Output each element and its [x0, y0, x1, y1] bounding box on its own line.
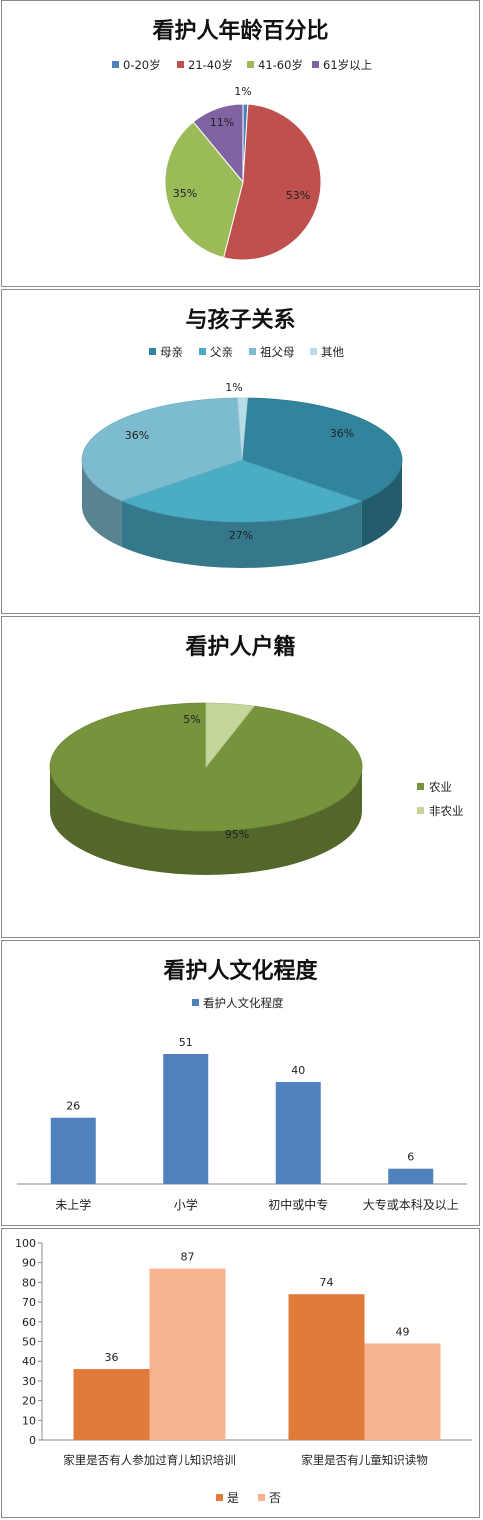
- chart-household-title: 看护人户籍: [185, 634, 296, 660]
- pie-slice-3: [192, 103, 244, 184]
- pie-slice-2: [164, 121, 244, 259]
- pie-slice-1: [222, 103, 322, 261]
- x-tick-0: 家里是否有人参加过育儿知识培训: [63, 1453, 236, 1467]
- data-label-3: 1%: [225, 381, 242, 394]
- x-tick-1: 家里是否有儿童知识读物: [301, 1453, 428, 1467]
- data-label-1-0: 74: [320, 1276, 334, 1289]
- chart-relation-title: 与孩子关系: [185, 307, 296, 333]
- legend-swatch-1: [417, 807, 424, 814]
- data-label-2: 40: [291, 1064, 305, 1077]
- pie-slice-1: [120, 459, 363, 523]
- legend-label-1: 否: [269, 1491, 281, 1505]
- legend-swatch-3: [310, 348, 317, 355]
- y-tick-4: 40: [22, 1355, 36, 1368]
- y-tick-8: 80: [22, 1276, 36, 1289]
- bar-3: [388, 1168, 434, 1184]
- legend-label-0: 母亲: [160, 345, 183, 359]
- legend-swatch-3: [312, 61, 319, 68]
- legend-label-1: 非农业: [429, 804, 464, 818]
- x-tick-0: 未上学: [55, 1197, 91, 1212]
- y-tick-9: 90: [22, 1257, 36, 1270]
- legend-label-0: 农业: [429, 780, 452, 794]
- y-tick-2: 20: [22, 1395, 36, 1408]
- data-label-2: 35%: [173, 187, 197, 200]
- chart-training-svg: 0 10 20 30 40 50 60 70 80 90 100 36 87 家里是否有人参加过育儿知识培…: [15, 1237, 472, 1505]
- legend-swatch-2: [249, 348, 256, 355]
- data-label-1: 27%: [229, 529, 253, 542]
- y-tick-0: 0: [29, 1434, 36, 1447]
- data-label-1: 5%: [183, 713, 200, 726]
- data-label-0: 26: [66, 1100, 80, 1113]
- legend-label-3: 其他: [321, 345, 344, 359]
- x-tick-3: 大专或本科及以上: [363, 1197, 459, 1212]
- legend-swatch-1: [258, 1494, 265, 1501]
- legend-swatch-0: [417, 783, 424, 790]
- x-tick-1: 小学: [174, 1197, 198, 1212]
- data-label-0: 36%: [330, 427, 354, 440]
- bar-1: [163, 1054, 209, 1184]
- legend-swatch-0: [112, 61, 119, 68]
- pie-slice-2: [81, 397, 243, 502]
- data-label-0-0: 36: [105, 1351, 119, 1364]
- legend-label-1: 父亲: [210, 345, 233, 359]
- legend-swatch-0: [192, 999, 199, 1006]
- legend-label-2: 41-60岁: [258, 58, 303, 72]
- data-label-3: 6: [407, 1151, 414, 1164]
- data-label-0: 95%: [225, 828, 249, 841]
- legend-swatch-2: [247, 61, 254, 68]
- chart-age-svg: 0-20岁 21-40岁 41-60岁 61岁以上 1% 53% 35% 11%: [112, 58, 372, 261]
- legend-label-3: 61岁以上: [323, 58, 372, 72]
- legend-swatch-0: [216, 1494, 223, 1501]
- pie-slice-0: [241, 397, 403, 502]
- bar-2: [275, 1082, 321, 1184]
- chart-education-svg: 看护人文化程度 26 未上学 51 小学 40 初中或中专 6 大专或本科及以上: [17, 996, 467, 1212]
- legend-label-0: 是: [227, 1491, 239, 1505]
- chart-relation-svg: 母亲 父亲 祖父母 其他 36% 27% 36% 1%: [81, 345, 403, 568]
- chart-education-panel: 看护人文化程度 看护人文化程度 26 未上学 51 小学 40 初中或中专 6 大专或本科及以上: [1, 940, 480, 1226]
- chart-training-panel: 0 10 20 30 40 50 60 70 80 90 100 36 87 家里是否有人参加过育儿知识培…: [1, 1228, 480, 1518]
- chart-age-title: 看护人年龄百分比: [152, 18, 329, 44]
- legend-label-0: 0-20岁: [123, 58, 161, 72]
- y-tick-6: 60: [22, 1316, 36, 1329]
- y-tick-1: 10: [22, 1414, 36, 1427]
- legend-label-1: 21-40岁: [188, 58, 233, 72]
- x-tick-2: 初中或中专: [268, 1197, 328, 1212]
- bar-1-1: [364, 1343, 441, 1440]
- data-label-0-1: 87: [181, 1251, 195, 1264]
- legend-swatch-0: [149, 348, 156, 355]
- chart-education-title: 看护人文化程度: [163, 958, 318, 984]
- data-label-1: 53%: [286, 189, 310, 202]
- y-tick-3: 30: [22, 1375, 36, 1388]
- chart-household-panel: 看护人户籍 95% 5% 农业非农业: [1, 616, 480, 938]
- chart-relation-panel: 与孩子关系 母亲 父亲 祖父母 其他 36% 27% 36% 1%: [1, 289, 480, 614]
- data-label-1-1: 49: [396, 1325, 410, 1338]
- chart-age-panel: 看护人年龄百分比 0-20岁 21-40岁 41-60岁 61岁以上 1% 53% 35% 1…: [1, 0, 480, 287]
- pie-slice-1: [205, 702, 255, 769]
- pie-slice-3: [237, 397, 249, 461]
- legend-swatch-1: [177, 61, 184, 68]
- legend-label-0: 看护人文化程度: [203, 996, 284, 1010]
- data-label-2: 36%: [125, 429, 149, 442]
- data-label-1: 51: [179, 1036, 193, 1049]
- bar-0-1: [149, 1268, 226, 1440]
- legend-swatch-1: [199, 348, 206, 355]
- pie-side-0-0: [50, 767, 362, 875]
- data-label-3: 11%: [210, 116, 234, 129]
- y-tick-7: 70: [22, 1296, 36, 1309]
- bar-0: [50, 1117, 96, 1184]
- y-tick-10: 100: [15, 1237, 36, 1250]
- bar-1-0: [288, 1294, 365, 1440]
- data-label-0: 1%: [234, 85, 251, 98]
- legend-label-2: 祖父母: [260, 345, 295, 359]
- y-tick-5: 50: [22, 1336, 36, 1349]
- bar-0-0: [73, 1369, 150, 1440]
